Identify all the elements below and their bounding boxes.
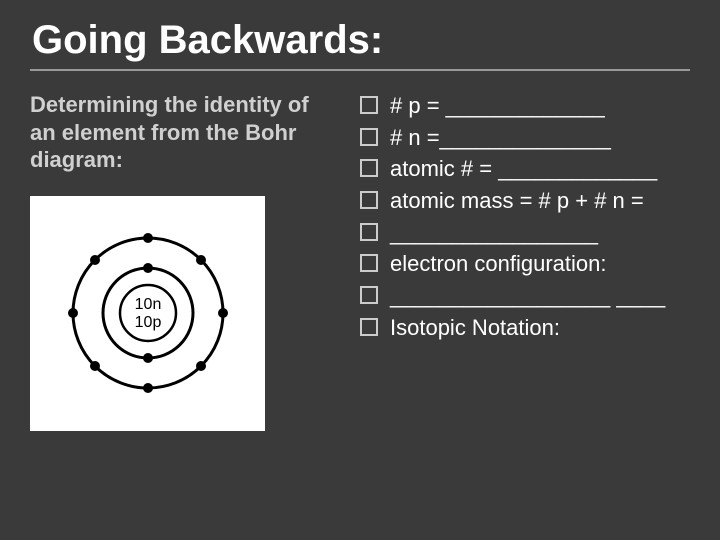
checkbox-icon	[360, 223, 378, 241]
bullet-item: atomic mass = # p + # n =	[360, 186, 690, 216]
bullet-text: # p = _____________	[390, 91, 690, 121]
bullet-text: _________________	[390, 218, 690, 248]
bohr-svg: 10n10p	[38, 203, 258, 423]
subtitle-text: Determining the identity of an element f…	[30, 91, 340, 174]
bullet-item: # n =______________	[360, 123, 690, 153]
checkbox-icon	[360, 254, 378, 272]
bullet-text: electron configuration:	[390, 249, 690, 279]
bullet-item: atomic # = _____________	[360, 154, 690, 184]
svg-text:10n: 10n	[134, 296, 161, 313]
bullet-item: Isotopic Notation:	[360, 313, 690, 343]
slide-title: Going Backwards:	[30, 18, 690, 63]
svg-text:10p: 10p	[134, 314, 161, 331]
bohr-diagram: 10n10p	[30, 196, 265, 431]
bullet-list: # p = _____________# n =______________at…	[360, 91, 690, 343]
bullet-item: __________________ ____	[360, 281, 690, 311]
bullet-item: _________________	[360, 218, 690, 248]
content-columns: Determining the identity of an element f…	[30, 91, 690, 431]
bullet-item: electron configuration:	[360, 249, 690, 279]
slide: Going Backwards: Determining the identit…	[0, 0, 720, 540]
checkbox-icon	[360, 96, 378, 114]
bullet-text: atomic # = _____________	[390, 154, 690, 184]
bullet-text: # n =______________	[390, 123, 690, 153]
checkbox-icon	[360, 286, 378, 304]
checkbox-icon	[360, 128, 378, 146]
bullet-text: atomic mass = # p + # n =	[390, 186, 690, 216]
checkbox-icon	[360, 159, 378, 177]
checkbox-icon	[360, 318, 378, 336]
bullet-text: __________________ ____	[390, 281, 690, 311]
left-column: Determining the identity of an element f…	[30, 91, 340, 431]
right-column: # p = _____________# n =______________at…	[360, 91, 690, 431]
bullet-item: # p = _____________	[360, 91, 690, 121]
bullet-text: Isotopic Notation:	[390, 313, 690, 343]
checkbox-icon	[360, 191, 378, 209]
divider	[30, 69, 690, 71]
